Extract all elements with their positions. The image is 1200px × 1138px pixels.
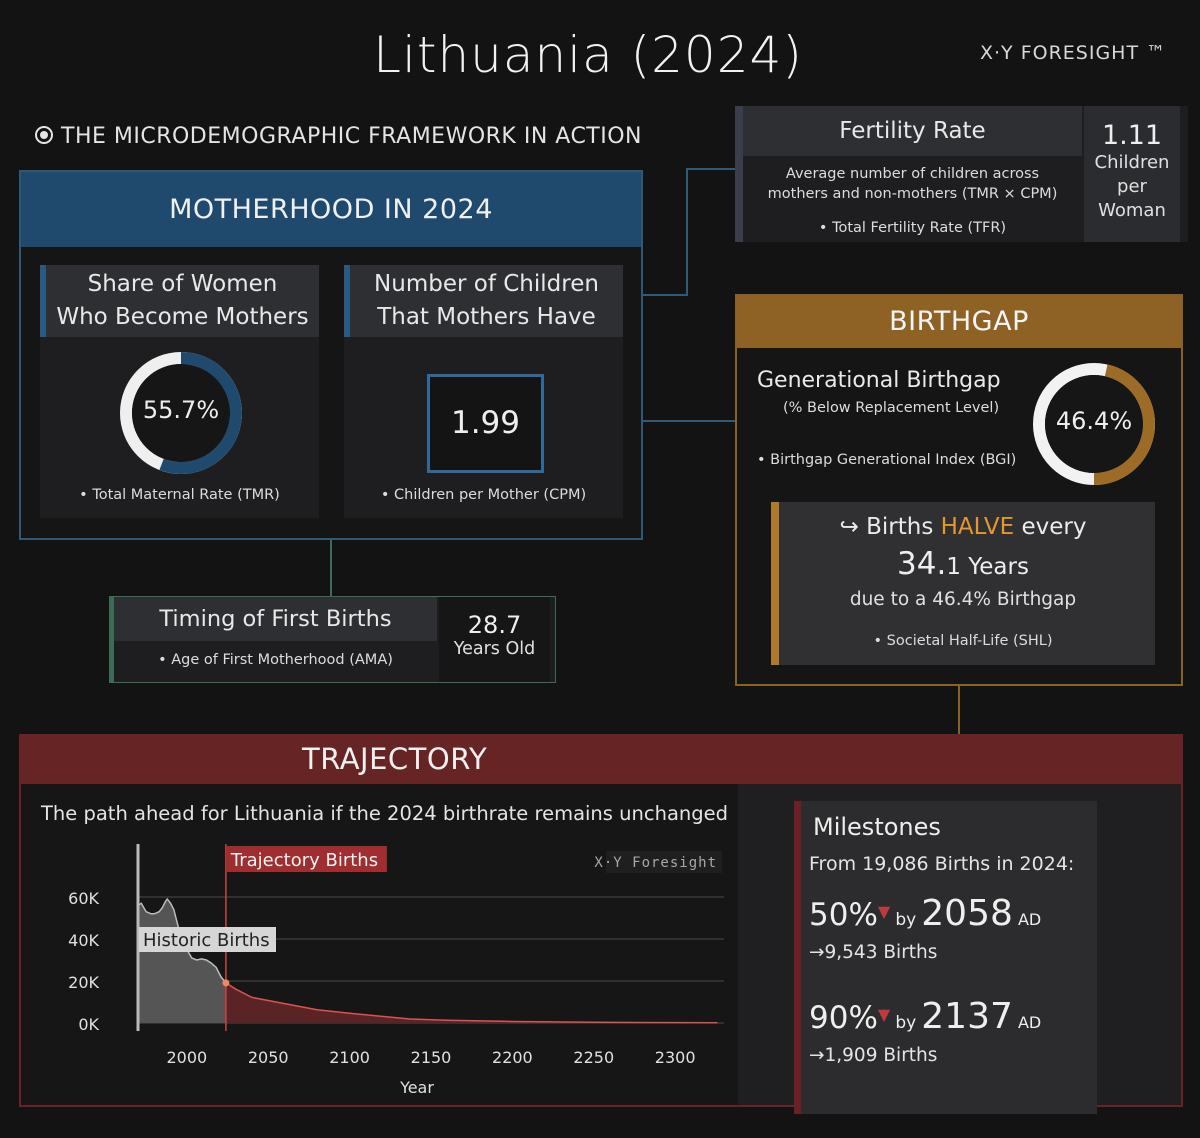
milestone-90-births: →1,909 Births	[809, 1045, 938, 1066]
trajectory-subtitle: The path ahead for Lithuania if the 2024…	[41, 802, 729, 825]
x-tick-label: 2200	[492, 1048, 533, 1067]
children-mother-card: Number of Children That Mothers Have 1.9…	[344, 265, 623, 518]
radio-dot-icon	[35, 126, 53, 144]
ama-value-panel: 28.7 Years Old	[439, 597, 550, 682]
tmr-value: 55.7%	[142, 396, 220, 424]
connector-line	[686, 168, 736, 170]
tmr-caption: • Total Maternal Rate (TMR)	[79, 487, 280, 503]
milestone-50: 50%▼ by 2058 AD	[809, 893, 1042, 934]
historic-births-label: Historic Births	[143, 930, 270, 951]
timing-header: Timing of First Births	[114, 597, 437, 641]
brand-logo: X·Y FORESIGHT ™	[980, 42, 1167, 64]
fertility-description: Average number of children across mother…	[767, 166, 1058, 202]
connector-line	[330, 536, 332, 597]
current-year-point	[222, 979, 230, 987]
x-tick-label: 2250	[573, 1048, 614, 1067]
historic-area	[138, 899, 226, 1023]
historic-line	[137, 897, 227, 984]
trajectory-header: TRAJECTORY	[21, 736, 1181, 784]
shl-years: 34.1 Years	[897, 546, 1029, 582]
down-triangle-icon: ▼	[877, 902, 891, 921]
ama-unit: Years Old	[453, 639, 536, 659]
y-tick-label: 60K	[68, 889, 99, 908]
arrow-right-icon: →	[809, 1045, 825, 1066]
milestones-from: From 19,086 Births in 2024:	[809, 853, 1075, 875]
x-tick-label: 2150	[411, 1048, 452, 1067]
x-tick-label: 2300	[655, 1048, 696, 1067]
fertility-header: Fertility Rate	[743, 106, 1082, 156]
historic-label-bg	[139, 927, 276, 952]
tfr-value: 1.11	[1101, 120, 1163, 151]
due-to-line: due to a 46.4% Birthgap	[849, 589, 1077, 610]
halve-line: ↪ Births HALVE every	[839, 514, 1087, 540]
page-title: Lithuania (2024)	[373, 26, 803, 84]
ama-value: 28.7	[467, 611, 522, 639]
timing-panel: Timing of First Births • Age of First Mo…	[109, 596, 556, 683]
bgi-donut	[1033, 363, 1155, 485]
milestones-card: Milestones From 19,086 Births in 2024: 5…	[794, 801, 1097, 1114]
arrow-right-icon: →	[809, 942, 825, 963]
connector-line	[958, 682, 960, 735]
tfr-caption: • Total Fertility Rate (TFR)	[818, 220, 1007, 236]
motherhood-panel: MOTHERHOOD IN 2024 Share of Women Who Be…	[19, 170, 643, 540]
connector-line	[639, 420, 736, 422]
bgi-subnote: (% Below Replacement Level)	[783, 400, 1000, 416]
cpm-value: 1.99	[427, 374, 544, 473]
framework-heading: THE MICRODEMOGRAPHIC FRAMEWORK IN ACTION	[35, 124, 642, 149]
trajectory-area	[225, 982, 718, 1023]
share-mothers-card: Share of Women Who Become Mothers 55.7% …	[40, 265, 319, 518]
tmr-donut	[120, 352, 242, 474]
ama-caption: • Age of First Motherhood (AMA)	[158, 652, 393, 668]
framework-label: THE MICRODEMOGRAPHIC FRAMEWORK IN ACTION	[61, 124, 643, 149]
connector-line	[686, 168, 688, 296]
half-life-card: ↪ Births HALVE every 34.1 Years due to a…	[771, 502, 1155, 665]
share-mothers-header: Share of Women Who Become Mothers	[40, 265, 319, 337]
trajectory-title: TRAJECTORY	[302, 742, 488, 776]
motherhood-header: MOTHERHOOD IN 2024	[21, 172, 641, 247]
y-tick-label: 20K	[68, 973, 99, 992]
x-axis-label: Year	[399, 1078, 434, 1097]
trajectory-births-label: Trajectory Births	[230, 850, 378, 871]
y-tick-label: 0K	[78, 1015, 99, 1034]
x-tick-label: 2000	[166, 1048, 207, 1067]
children-mother-header: Number of Children That Mothers Have	[344, 265, 623, 337]
x-tick-label: 2100	[329, 1048, 370, 1067]
birthgap-panel: BIRTHGAP Generational Birthgap (% Below …	[735, 294, 1183, 686]
watermark: X·Y Foresight	[594, 855, 717, 871]
bgi-value: 46.4%	[1055, 407, 1133, 435]
trajectory-chart: 0K 20K 40K 60K 2000 2050 2100 2150 2200 2250 2300 Y…	[68, 844, 724, 1097]
halve-word: HALVE	[940, 514, 1015, 540]
birthgap-header: BIRTHGAP	[737, 296, 1181, 348]
arrow-return-icon: ↪	[839, 514, 859, 540]
bgi-caption: • Birthgap Generational Index (BGI)	[757, 452, 1017, 468]
x-tick-label: 2050	[248, 1048, 289, 1067]
y-tick-label: 40K	[68, 931, 99, 950]
shl-caption: • Societal Half-Life (SHL)	[873, 633, 1053, 649]
fertility-panel: Fertility Rate Average number of childre…	[735, 106, 1188, 242]
milestone-90: 90%▼ by 2137 AD	[809, 996, 1042, 1037]
connector-line	[639, 294, 687, 296]
bgi-title: Generational Birthgap	[757, 368, 1001, 393]
down-triangle-icon: ▼	[877, 1005, 891, 1024]
tfr-value-panel: 1.11 Children per Woman	[1084, 106, 1180, 242]
trajectory-label-bg	[226, 846, 387, 872]
trajectory-line	[225, 982, 718, 1024]
watermark-bg	[606, 851, 722, 873]
cpm-caption: • Children per Mother (CPM)	[380, 487, 587, 503]
tfr-unit: Children per Woman	[1094, 152, 1170, 221]
milestone-50-births: →9,543 Births	[809, 942, 938, 963]
milestones-title: Milestones	[813, 813, 941, 841]
